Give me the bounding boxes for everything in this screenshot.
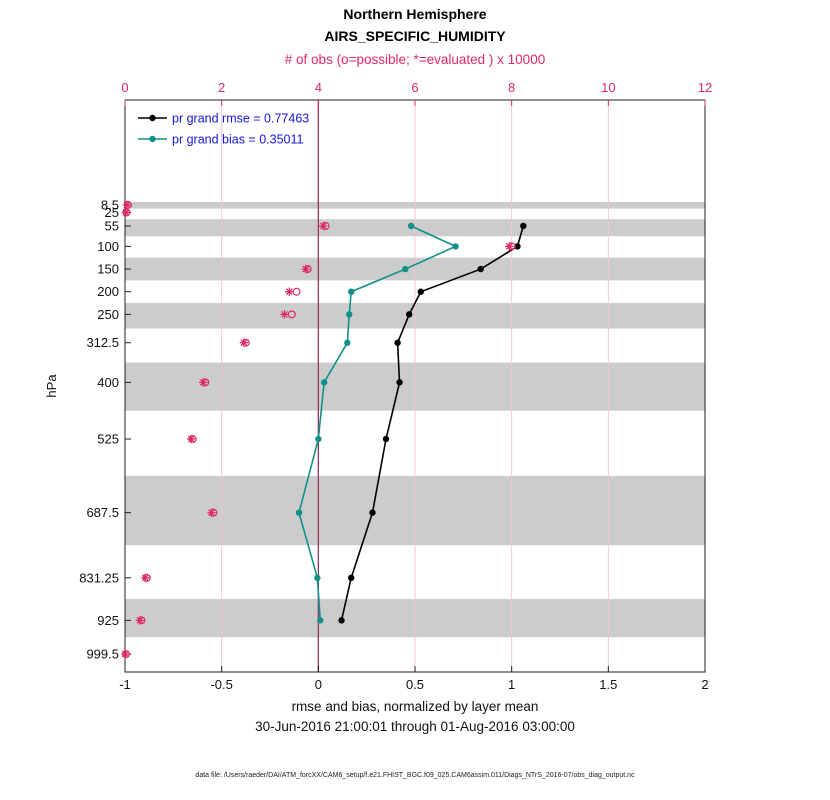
date-range-label: 30-Jun-2016 21:00:01 through 01-Aug-2016… [255, 719, 575, 734]
obs-evaluated-marker [285, 287, 294, 296]
left-tick-label: 250 [97, 307, 119, 322]
left-tick-label: 25 [105, 205, 119, 220]
left-tick-label: 150 [97, 262, 119, 277]
top-tick-label: 8 [508, 80, 515, 95]
obs-evaluated-marker [121, 649, 130, 659]
series-marker [396, 379, 403, 386]
series-marker [477, 265, 484, 273]
left-tick-label: 8.5 [101, 197, 119, 212]
obs-possible-marker [292, 287, 301, 296]
series-marker [338, 617, 345, 624]
obs-axis-title: # of obs (o=possible; *=evaluated ) x 10… [284, 52, 546, 67]
series-marker [344, 339, 351, 346]
left-tick-label: 100 [97, 239, 119, 254]
obs-evaluated-marker [280, 310, 289, 319]
series-marker [320, 379, 328, 386]
left-tick-label: 400 [97, 375, 119, 390]
data-file-path: data file: /Users/raeder/DAI/ATM_forcXX/… [195, 772, 635, 779]
left-tick-label: 312.5 [86, 335, 119, 350]
obs-evaluated-marker [505, 242, 514, 251]
bottom-tick-label: 1.5 [599, 677, 617, 692]
obs-evaluated-marker [318, 221, 328, 231]
top-tick-label: 6 [411, 80, 418, 95]
series-marker [315, 435, 322, 443]
bottom-tick-label: 1 [508, 677, 515, 692]
plot-title: Northern Hemisphere [343, 6, 487, 22]
obs-evaluated-marker [141, 573, 150, 583]
series-marker [394, 339, 401, 346]
obs-evaluated-marker [135, 616, 145, 625]
legend-label: pr grand rmse = 0.77463 [172, 112, 309, 126]
bias-line [298, 225, 458, 621]
left-tick-label: 525 [97, 432, 119, 447]
plot-subtitle: AIRS_SPECIFIC_HUMIDITY [324, 28, 506, 44]
obs-evaluated-marker [122, 200, 132, 210]
top-tick-label: 0 [121, 80, 128, 95]
series-marker [382, 435, 390, 443]
left-tick-label: 925 [97, 613, 119, 628]
obs-evaluated-marker [207, 508, 216, 517]
bottom-tick-label: 0.5 [406, 677, 424, 692]
bottom-tick-label: 0 [315, 677, 322, 692]
series-marker [314, 574, 321, 582]
legend-label: pr grand bias = 0.35011 [172, 133, 304, 147]
series-marker [348, 288, 355, 295]
series-marker [452, 243, 459, 250]
series-marker [514, 243, 521, 250]
obs-evaluated-marker [199, 378, 208, 387]
series-marker [295, 509, 303, 516]
left-tick-label: 55 [105, 219, 119, 234]
legend-marker-sample [149, 114, 156, 122]
series-marker [406, 311, 413, 318]
left-tick-label: 200 [97, 284, 119, 299]
top-tick-label: 12 [698, 80, 712, 95]
obs-evaluated-marker [121, 208, 131, 217]
bottom-tick-label: -1 [119, 677, 131, 692]
series-marker [346, 311, 353, 318]
obs-evaluated-marker [301, 264, 310, 274]
series-marker [417, 288, 424, 295]
top-tick-label: 10 [601, 80, 615, 95]
obs-evaluated-marker [187, 434, 196, 444]
series-marker [520, 222, 527, 230]
top-tick-label: 2 [218, 80, 225, 95]
series-marker [369, 509, 376, 516]
series-marker [348, 574, 355, 582]
bottom-tick-label: 2 [701, 677, 708, 692]
left-tick-label: 687.5 [86, 505, 119, 520]
top-tick-label: 4 [315, 80, 322, 95]
x-axis-label: rmse and bias, normalized by layer mean [291, 699, 539, 714]
legend-marker-sample [149, 135, 156, 143]
obs-evaluated-marker [239, 338, 249, 347]
left-tick-label: 999.5 [86, 647, 119, 662]
bottom-tick-label: -0.5 [210, 677, 232, 692]
series-marker [317, 617, 324, 624]
left-tick-label: 831.25 [79, 570, 119, 585]
series-marker [407, 222, 415, 230]
series-marker [402, 265, 409, 273]
